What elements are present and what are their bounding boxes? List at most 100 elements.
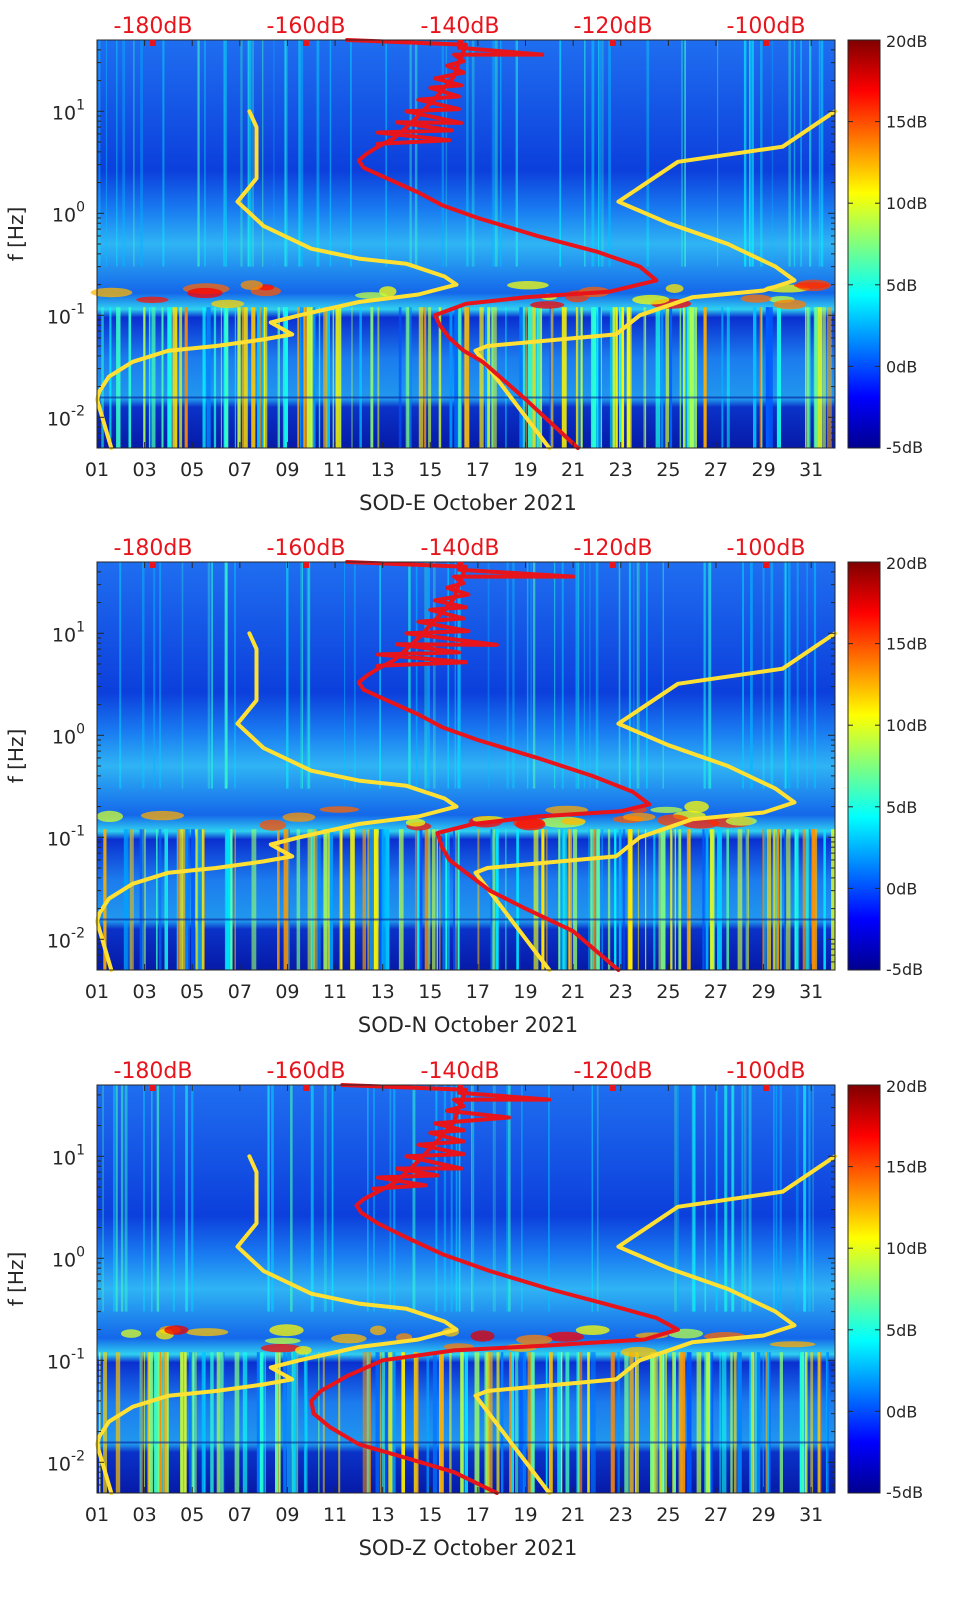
top-axis-marker	[303, 1085, 309, 1091]
spectrogram-stripe	[488, 1352, 493, 1493]
spectrogram-stripe	[726, 829, 729, 970]
microseism-blob	[331, 1333, 367, 1344]
spectrogram-streak	[751, 40, 754, 267]
spectrogram-stripe	[432, 1352, 438, 1493]
microseism-blob	[140, 810, 185, 821]
spectrogram-stripe	[148, 307, 151, 448]
spectrogram-stripe	[210, 1352, 214, 1493]
spectrogram-stripe	[609, 307, 614, 448]
microseism-blob	[136, 296, 169, 303]
spectrogram-streak	[412, 1085, 416, 1312]
spectrogram-stripe	[449, 307, 453, 448]
spectrogram-stripe	[706, 1352, 711, 1493]
spectrogram-stripe	[580, 307, 583, 448]
spectrogram-stripe	[536, 307, 540, 448]
spectrogram-stripe	[665, 307, 669, 448]
spectrogram-stripe	[501, 1352, 504, 1493]
spectrogram-stripe	[765, 1352, 768, 1493]
spectrogram-stripe	[645, 829, 647, 970]
spectrogram-streak	[105, 40, 107, 267]
microseism-blob	[561, 817, 586, 825]
spectrogram-streak	[301, 562, 303, 789]
spectrogram-stripe	[525, 307, 527, 448]
spectrogram-streak	[408, 562, 411, 789]
spectrogram-stripe	[256, 1352, 262, 1493]
spectrogram-stripe	[756, 1352, 761, 1493]
y-tick-label: 10-2	[47, 925, 85, 952]
spectrogram-stripe	[277, 829, 280, 970]
spectrogram-stripe	[612, 307, 618, 448]
spectrogram-streak	[803, 1085, 806, 1312]
spectrogram-stripe	[464, 307, 470, 448]
y-axis-label: f [Hz]	[4, 207, 28, 262]
spectrogram-streak	[454, 562, 456, 789]
spectrogram-streak	[809, 40, 812, 267]
spectrogram-stripe	[103, 829, 107, 970]
x-tick-label: 05	[180, 981, 204, 1003]
spectrogram-streak	[204, 40, 206, 267]
spectrogram-stripe	[673, 1352, 676, 1493]
x-tick-label: 19	[513, 459, 537, 481]
spectrogram-streak	[224, 562, 227, 789]
spectrogram-stripe	[672, 1352, 675, 1493]
spectrogram-stripe	[416, 829, 420, 970]
spectrogram-streak	[773, 1085, 775, 1312]
spectrogram-stripe	[786, 829, 791, 970]
spectrogram-stripe	[242, 1352, 248, 1493]
spectrogram-streak	[133, 40, 135, 267]
spectrogram-stripe	[522, 307, 526, 448]
spectrogram-stripe	[573, 829, 578, 970]
microseism-blob	[665, 284, 684, 293]
spectrogram-streak	[458, 1085, 461, 1312]
spectrogram-stripe	[664, 307, 666, 448]
spectrogram-stripe	[185, 829, 190, 970]
spectrogram-stripe	[575, 307, 579, 448]
spectrogram-stripe	[179, 307, 183, 448]
spectrogram-stripe	[234, 307, 236, 448]
spectrogram-stripe	[558, 829, 564, 970]
x-tick-label: 01	[85, 459, 109, 481]
spectrogram-streak	[674, 1085, 677, 1312]
spectrogram-stripe	[679, 307, 682, 448]
spectrogram-stripe	[442, 829, 445, 970]
spectrogram-streak	[298, 40, 301, 267]
spectrogram-streak	[172, 1085, 175, 1312]
spectrogram-stripe	[721, 307, 724, 448]
spectrogram-stripe	[802, 1352, 805, 1493]
spectrogram-stripe	[558, 829, 561, 970]
spectrogram-stripe	[522, 1352, 527, 1493]
spectrogram-streak	[286, 562, 289, 789]
spectrogram-stripe	[733, 1352, 737, 1493]
spectrogram-stripe	[726, 307, 730, 448]
spectrogram-streak	[273, 40, 275, 267]
x-tick-label: 13	[371, 1504, 395, 1526]
top-axis-marker	[763, 1085, 769, 1091]
top-axis-label: -160dB	[267, 1059, 346, 1084]
spectrogram-stripe	[307, 829, 312, 970]
spectrogram-stripe	[328, 829, 333, 970]
spectrogram-stripe	[593, 829, 597, 970]
spectrogram-streak	[693, 1085, 696, 1312]
top-axis-label: -160dB	[267, 14, 346, 39]
x-tick-label: 27	[704, 459, 728, 481]
spectrogram-stripe	[196, 829, 199, 970]
spectrogram-stripe	[719, 1352, 721, 1493]
y-tick-label: 10-1	[47, 301, 85, 328]
spectrogram-streak	[389, 1085, 392, 1312]
spectrogram-stripe	[811, 829, 816, 970]
spectrogram-streak	[247, 40, 250, 267]
spectrogram-streak	[788, 562, 791, 789]
spectrogram-stripe	[180, 1352, 184, 1493]
spectrogram-streak	[251, 40, 254, 267]
x-tick-label: 11	[323, 459, 347, 481]
spectrogram-stripe	[129, 829, 134, 970]
spectrogram-streak	[350, 40, 352, 267]
top-axis-marker	[150, 1085, 156, 1091]
spectrogram-stripe	[388, 1352, 393, 1493]
spectrogram-streak	[285, 40, 288, 267]
spectrogram-stripe	[516, 829, 519, 970]
spectrogram-stripe	[717, 829, 722, 970]
top-axis-marker	[610, 40, 616, 46]
spectrogram-stripe	[149, 1352, 153, 1493]
spectrogram-streak	[750, 562, 753, 789]
